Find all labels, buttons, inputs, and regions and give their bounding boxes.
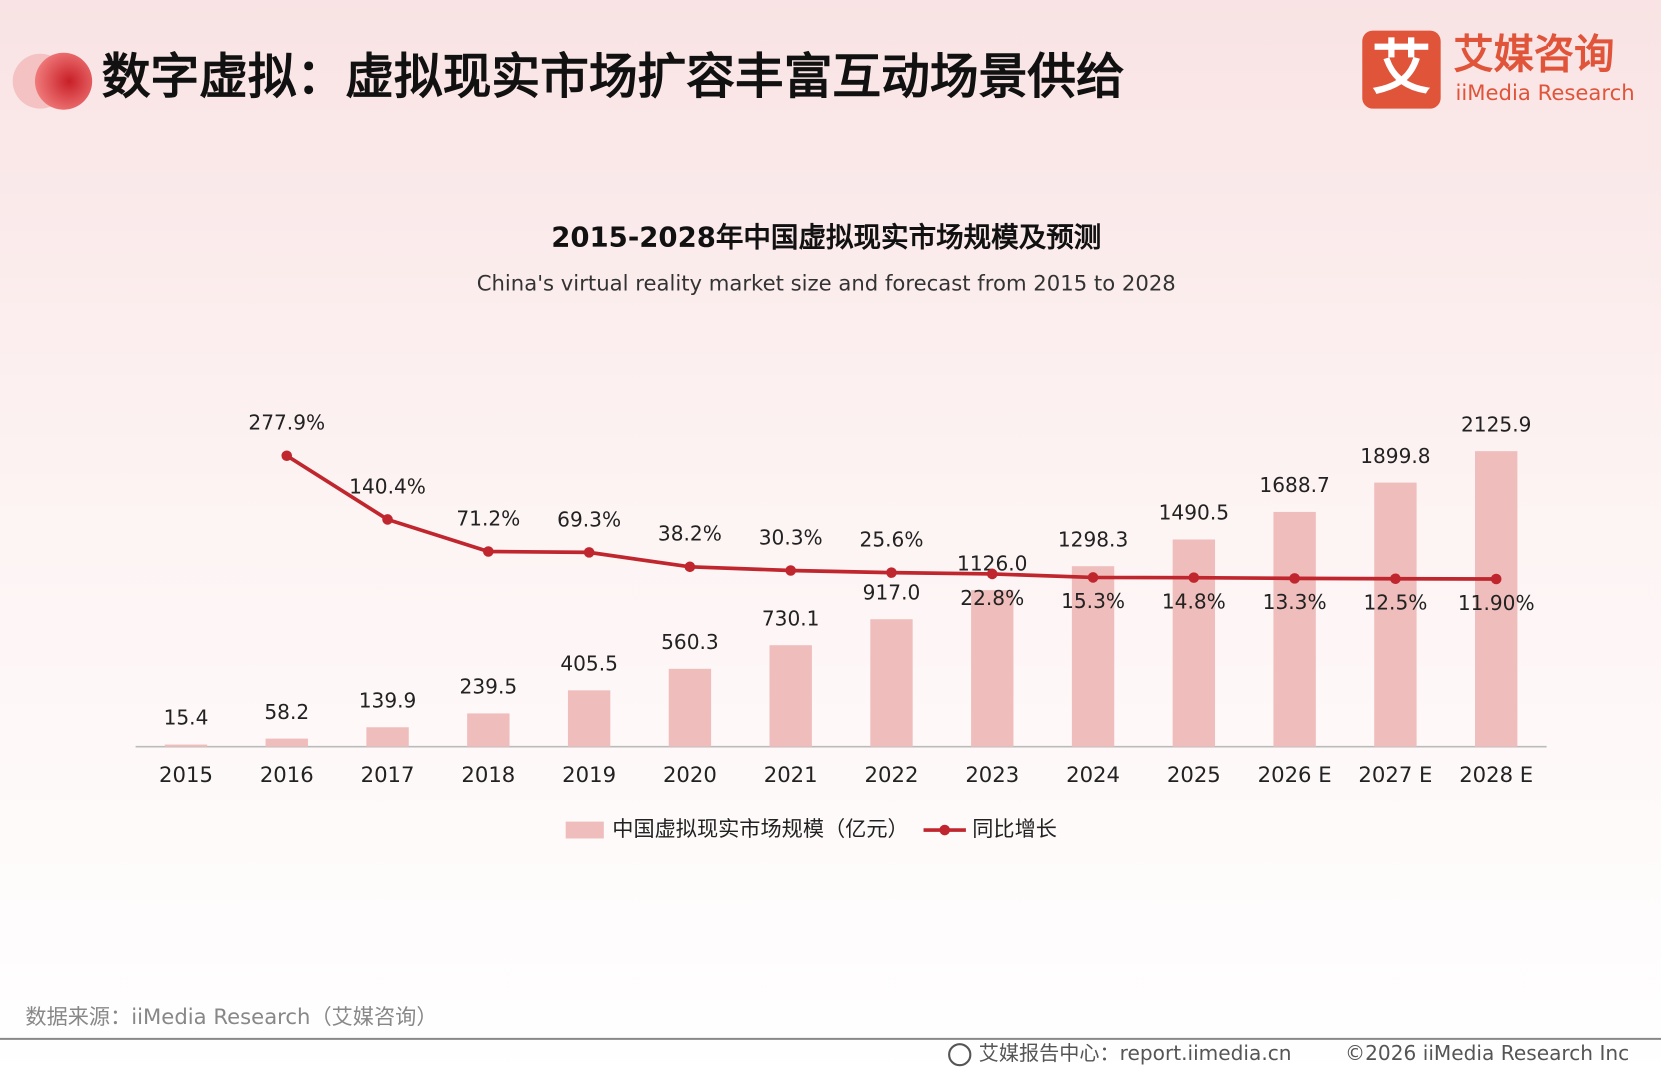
bar [467,713,510,747]
x-tick-label: 2024 [1066,762,1120,787]
line-value-label: 22.8% [960,586,1024,610]
line-point [1087,572,1099,583]
plot: 2015 2016 2017 2018 2019 2020 2021 2022 2023 2024… [135,411,1547,841]
legend-swatch [565,821,604,839]
x-tick-label: 2020 [663,762,717,787]
chart-title: 2015-2028年中国虚拟现实市场规模及预测 [551,221,1101,253]
x-tick-label: 2021 [764,762,818,787]
line-value-label: 13.3% [1263,590,1327,614]
bar [567,690,611,747]
line-point [886,567,897,578]
line-point [1490,573,1502,585]
x-tick-label: 2023 [965,762,1019,787]
bar [1374,482,1417,747]
line-value-label: 69.3% [557,507,621,531]
bar [366,727,409,747]
bar-value-label: 730.1 [762,606,820,630]
legend-label: 中国虚拟现实市场规模（亿元） [612,816,908,841]
x-tick-label: 2019 [562,762,616,787]
line-value-label: 25.6% [860,528,924,552]
footer-icon [948,1043,972,1067]
footer-site: 艾媒报告中心：report.iimedia.cn [979,1041,1292,1065]
x-tick-label: 2027 E [1358,762,1432,787]
line-point [785,565,796,576]
chart-subtitle: China's virtual reality market size and … [477,271,1176,296]
bar [1273,511,1316,747]
logo-mark: 艾 [1372,33,1431,102]
bar-value-label: 58.2 [264,700,309,724]
line-point [1390,573,1401,585]
bar [870,619,913,747]
bar-value-label: 2125.9 [1461,412,1531,436]
bar [1475,451,1518,747]
logo-name: 艾媒咨询 [1453,32,1614,78]
line-value-label: 140.4% [349,474,426,498]
slide-title: 数字虚拟：虚拟现实市场扩容丰富互动场景供给 [102,49,1125,105]
bar [1172,539,1216,747]
x-tick-label: 2016 [260,762,314,787]
x-tick-label: 2028 E [1459,762,1533,787]
bar [265,738,308,747]
line-value-label: 12.5% [1363,591,1427,615]
line-point [684,561,696,573]
bar [1071,566,1115,747]
logo-english: iiMedia Research [1455,80,1634,105]
bar-value-label: 239.5 [460,675,518,699]
line-value-label: 14.8% [1162,590,1226,614]
x-tick-label: 2015 [159,762,213,787]
line-point [583,547,595,558]
bar-value-label: 1899.8 [1360,444,1430,468]
line-value-label: 15.3% [1061,589,1125,613]
line-value-label: 30.3% [759,525,823,549]
x-tick-label: 2026 E [1258,762,1332,787]
line-point [382,514,393,525]
line-point [986,568,998,580]
bar-value-label: 1298.3 [1058,527,1128,551]
x-tick-label: 2018 [461,762,515,787]
legend-label: 同比增长 [972,816,1057,841]
source: 数据来源：iiMedia Research（艾媒咨询） [25,1004,437,1029]
x-tick-label: 2025 [1167,762,1221,787]
bar-value-label: 917.0 [863,580,921,604]
line-value-label: 71.2% [456,506,520,530]
bar-value-label: 1688.7 [1259,473,1329,497]
bar-value-label: 1126.0 [957,551,1027,575]
line-point [483,546,494,557]
bar [164,744,208,747]
bar-value-label: 560.3 [661,630,719,654]
line-point [1188,572,1200,583]
footer-copyright: ©2026 iiMedia Research Inc [1345,1041,1629,1065]
line-value-label: 38.2% [658,522,722,546]
header-dot [34,52,93,110]
logo-mark-bg [1362,30,1441,109]
bar-value-label: 405.5 [560,652,618,676]
bar-value-label: 1490.5 [1159,501,1229,525]
line-value-label: 277.9% [248,411,325,435]
line-point [1289,573,1300,584]
x-tick-label: 2022 [865,762,919,787]
legend-swatch [939,824,951,836]
x-tick-label: 2017 [361,762,415,787]
bar [668,668,712,747]
bar [971,590,1014,747]
bar-value-label: 15.4 [164,706,209,730]
bar [769,645,812,747]
line-point [281,450,293,462]
line-value-label: 11.90% [1458,591,1535,615]
bar-value-label: 139.9 [359,688,417,712]
